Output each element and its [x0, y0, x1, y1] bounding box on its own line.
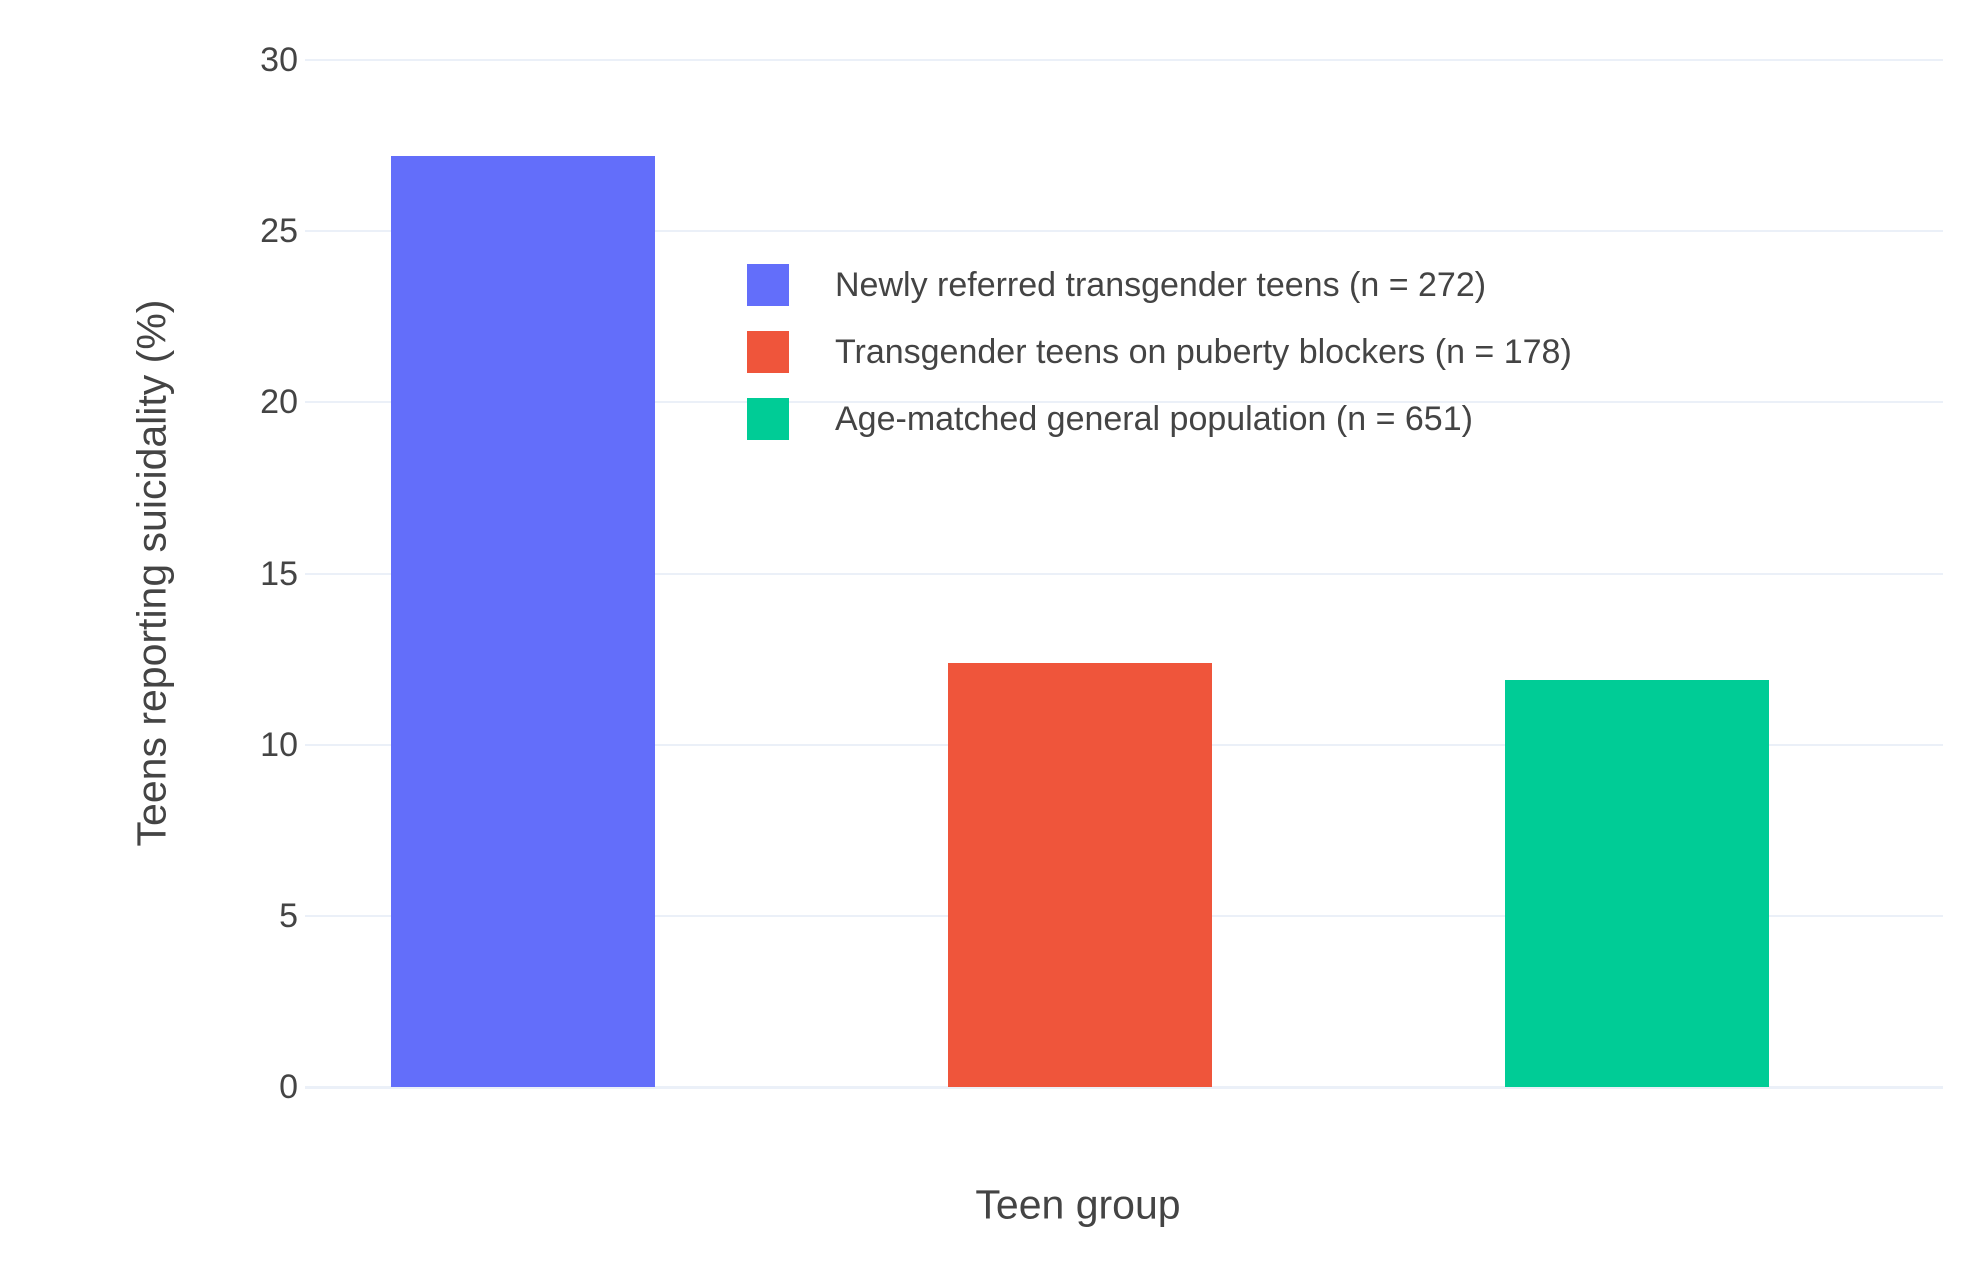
y-tick-label: 0 [279, 1068, 298, 1106]
legend-swatch [747, 398, 789, 440]
zero-line [305, 1086, 1943, 1089]
legend-label: Transgender teens on puberty blockers (n… [835, 333, 1572, 371]
legend-item[interactable]: Newly referred transgender teens (n = 27… [747, 263, 1572, 307]
y-tick-label: 25 [260, 212, 298, 250]
y-tick-label: 15 [260, 555, 298, 593]
y-tick-label: 5 [279, 897, 298, 935]
bar[interactable] [948, 663, 1212, 1087]
y-tick-label: 30 [260, 41, 298, 79]
y-tick-label: 20 [260, 383, 298, 421]
legend-label: Age-matched general population (n = 651) [835, 400, 1473, 438]
legend-item[interactable]: Age-matched general population (n = 651) [747, 397, 1572, 441]
plot-area [305, 59, 1943, 1089]
x-axis-title: Teen group [975, 1181, 1181, 1228]
gridline [305, 573, 1943, 575]
y-tick-label: 10 [260, 726, 298, 764]
legend-swatch [747, 264, 789, 306]
gridline [305, 59, 1943, 61]
gridline [305, 230, 1943, 232]
legend-swatch [747, 331, 789, 373]
bar[interactable] [1505, 680, 1769, 1087]
legend-label: Newly referred transgender teens (n = 27… [835, 266, 1487, 304]
legend-item[interactable]: Transgender teens on puberty blockers (n… [747, 330, 1572, 374]
gridline [305, 401, 1943, 403]
bar[interactable] [391, 156, 655, 1087]
legend: Newly referred transgender teens (n = 27… [747, 263, 1572, 441]
